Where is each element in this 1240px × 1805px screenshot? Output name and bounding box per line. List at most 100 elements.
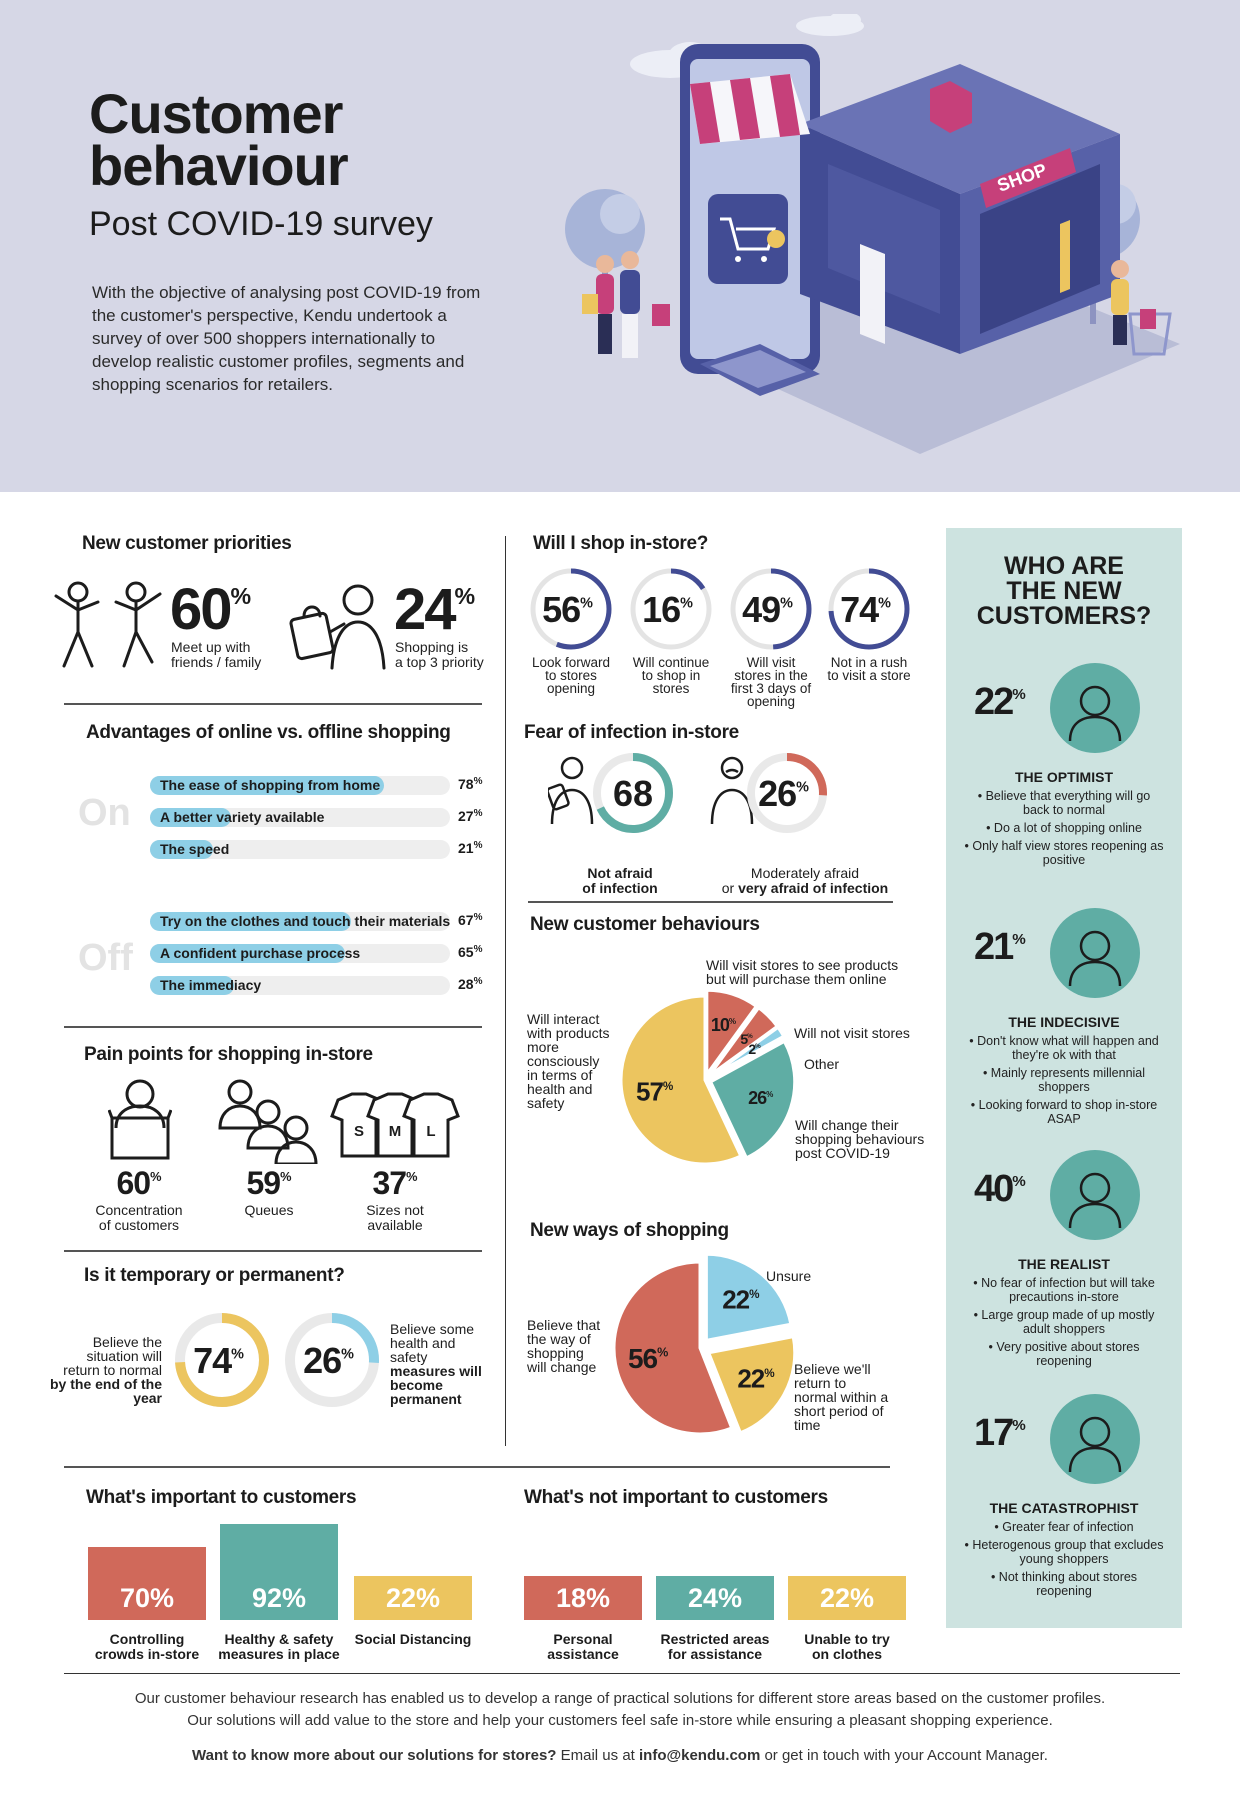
crowd-concentration-icon [108,1079,172,1160]
footer-cta: Want to know more about our solutions fo… [192,1747,1048,1764]
column-value: 92% [251,1583,307,1613]
column-label: Unable to try on clothes [804,1631,890,1662]
pie-slice-label: 26% [748,1088,773,1108]
column-bar: 18% [524,1576,642,1620]
shopping-bag-person-icon [289,584,386,670]
bar-label: A better variety available [160,809,325,825]
bar-fill [150,840,213,859]
pie-slice-label: 2% [748,1041,761,1057]
divider [64,703,482,705]
temporary-right-text: Believe some health and safety measures wi… [390,1321,482,1407]
advantages-title: Advantages of online vs. offline shoppin… [86,722,451,743]
ways-pie-chart: 22% 22% 56% [612,1252,797,1436]
pie-slice-unsure [704,1252,793,1343]
pie-slice-label: 57% [636,1076,674,1106]
fear-left-donut: 68 [593,753,673,833]
bar-label: The immediacy [160,977,262,993]
divider [64,1466,890,1468]
donut-arc [730,568,812,650]
bar-fill [150,776,384,795]
fear-right-label: Moderately afraid or very afraid of infec… [721,865,889,896]
email-link[interactable]: info@kendu.com [639,1747,761,1764]
donut-arc [175,1313,269,1407]
column-label: Controlling crowds in-store [94,1631,200,1662]
profile-description: • Don't know what will happen and they'r… [969,1034,1159,1126]
instore-donut: 16% [630,568,712,650]
column-bar: 22% [354,1576,472,1620]
donut-value: 74% [840,589,891,630]
donut-value: 68 [613,773,653,814]
column-divider [505,536,506,1446]
pain-point-label: Queues [244,1202,294,1218]
page-title-line2: behaviour [89,134,349,197]
instore-label: Will continue to shop in stores [632,655,710,696]
pie-slice-label: 22% [737,1364,775,1394]
profile-avatar-icon [1050,908,1140,998]
profile-avatar-icon [1050,1394,1140,1484]
column-value: 18% [555,1583,611,1613]
donut-arc [285,1313,379,1407]
shop-illustration: SHOP [565,14,1180,454]
awning-icon [690,74,810,144]
profile-name: THE INDECISIVE [1008,1014,1120,1030]
footer-line1: Our customer behaviour research has enab… [134,1690,1106,1707]
bar-value: 21% [458,840,483,856]
intro-text: With the objective of analysing post COV… [92,283,481,394]
bar-value: 67% [458,912,483,928]
pie-slice-change [708,1039,797,1160]
footer-line2: Our solutions will add value to the stor… [187,1712,1053,1729]
fear-left-label: Not afraid of infection [582,865,658,896]
divider [64,1673,1180,1674]
column-bar: 24% [656,1576,774,1620]
column-label: Personal assistance [547,1631,619,1662]
pie-slice-interact [619,994,743,1166]
column-bar: 92% [220,1524,338,1620]
profile-name: THE CATASTROPHIST [989,1500,1139,1516]
bar-fill [150,912,351,931]
column-bar: 70% [88,1547,206,1620]
temporary-right-donut: 26% [285,1313,379,1407]
instore-label: Look forward to stores opening [531,655,611,696]
instore-label: Will visit stores in the first 3 days of op… [730,655,812,709]
bar-track [150,840,450,859]
donut-value: 74% [193,1340,244,1381]
bar-label: Try on the clothes and touch their mater… [160,913,451,929]
bar-fill [150,976,234,995]
donut-value: 26% [758,773,809,814]
instore-donut: 74% [828,568,910,650]
pain-point-value: 60% [116,1165,162,1201]
hero-banner: Customer behaviour Post COVID-19 survey … [0,0,1240,492]
priority-value-1: 60% [170,577,252,642]
size-l-label: L [426,1123,435,1140]
pie-slice-online [705,988,759,1079]
donut-value: 26% [303,1340,354,1381]
donut-value: 49% [742,589,793,630]
profile-avatar-icon [1050,663,1140,753]
priority-value-2: 24% [394,577,476,642]
shoppers-icon [582,251,1172,358]
customer-profiles-panel: WHO ARE THE NEW CUSTOMERS? 22% THE OPTIMIST… [946,528,1182,1628]
pie-slice-label: 10% [711,1015,736,1035]
offline-label: Off [78,937,133,979]
behaviour-label-other: Other [804,1056,840,1072]
pain-point-label: Sizes not available [366,1202,424,1233]
donut-arc [828,568,910,650]
instore-donut: 49% [730,568,812,650]
donut-value: 16% [642,589,693,630]
bar-label: A confident purchase process [160,945,361,961]
column-label: Social Distancing [354,1631,472,1647]
column-bar: 22% [788,1576,906,1620]
queue-people-icon [218,1079,318,1164]
behaviour-label-notvisit: Will not visit stores [794,1025,910,1041]
column-value: 24% [687,1583,743,1613]
priority-label-2: Shopping is a top 3 priority [395,639,484,670]
important-title: What's important to customers [86,1487,357,1508]
ways-label-change: Believe that the way of shopping will chang… [527,1317,601,1375]
profile-description: • Believe that everything will go back t… [964,789,1164,867]
pain-point-label: Concentration of customers [95,1202,183,1233]
bar-label: The ease of shopping from home [160,777,381,793]
fear-title: Fear of infection in-store [524,722,739,743]
behaviours-title: New customer behaviours [530,914,760,935]
divider [64,1250,482,1252]
donut-arc [530,568,612,650]
